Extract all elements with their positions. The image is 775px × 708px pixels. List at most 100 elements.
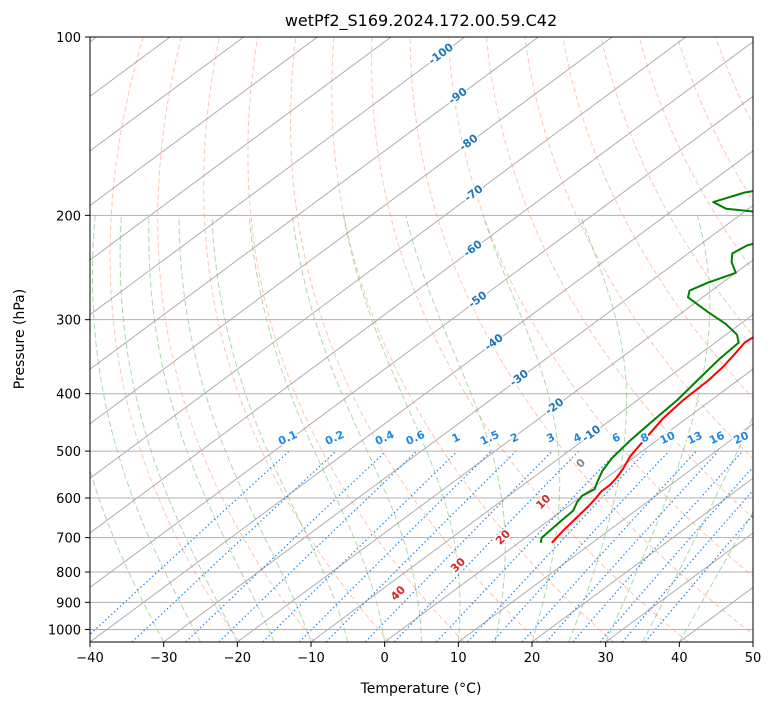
isotherm-line — [90, 37, 392, 261]
dry-adiabat — [409, 37, 753, 635]
wetbulb-label: 20 — [493, 527, 513, 547]
isotherm-label: -100 — [426, 40, 456, 67]
dry-adiabat — [486, 37, 753, 519]
plot-frame — [89, 36, 754, 643]
isotherm-label: -70 — [462, 182, 486, 204]
isotherm-label: -90 — [446, 85, 470, 107]
mixing-ratio-line — [572, 450, 744, 642]
isotherm-line — [90, 95, 753, 589]
mixing-ratio-label: 1.5 — [478, 428, 501, 448]
moist-adiabat — [482, 215, 561, 642]
isotherm-line — [458, 423, 753, 642]
mixing-ratio-label: 2 — [508, 430, 520, 445]
isotherm-label: -20 — [543, 395, 567, 417]
x-tick-label: −30 — [150, 651, 177, 666]
mixing-ratio-line — [644, 514, 753, 642]
dry-adiabat — [371, 37, 689, 642]
chart-title: wetPf2_S169.2024.172.00.59.C42 — [285, 11, 557, 31]
moist-adiabat — [90, 468, 165, 642]
wetbulb-label: 40 — [388, 583, 408, 603]
mixing-ratio-label: 10 — [658, 429, 678, 447]
dry-adiabat — [638, 37, 753, 272]
isotherm-label: -30 — [507, 367, 531, 389]
isotherm-line — [90, 41, 753, 534]
isotherm-line — [90, 37, 466, 316]
y-axis: 100 200 300 400 500 600 700 800 900 1000 — [48, 31, 90, 638]
temperature-profile — [551, 336, 753, 544]
moist-adiabat — [248, 215, 386, 642]
isotherm-line — [237, 259, 753, 642]
mixing-ratio-line — [621, 489, 753, 642]
dry-adiabat — [676, 37, 753, 202]
y-tick-label: 600 — [56, 492, 81, 507]
moist-adiabat — [119, 215, 238, 642]
moist-adiabat — [178, 215, 312, 642]
isotherm-line — [90, 37, 245, 152]
isotherm-label: -50 — [466, 288, 490, 310]
mixing-ratio-line — [131, 450, 337, 642]
moist-adiabat — [211, 215, 349, 642]
x-tick-label: 50 — [745, 651, 762, 666]
mixing-ratio-line — [491, 450, 670, 642]
y-axis-label: Pressure (hPa) — [12, 289, 28, 389]
moist-adiabat — [343, 215, 461, 642]
mixing-ratio-line — [185, 450, 387, 642]
dry-adiabat — [562, 37, 753, 399]
x-tick-label: 30 — [597, 651, 614, 666]
mixing-ratio-line — [545, 450, 719, 642]
isotherm-line — [90, 37, 539, 370]
moist-adiabat — [92, 215, 201, 642]
dry-adiabat — [331, 37, 614, 642]
isotherm-line — [90, 150, 753, 642]
isotherm-line — [163, 204, 753, 642]
mixing-ratio-label: 1 — [450, 430, 462, 445]
pressure-grid — [90, 37, 753, 630]
moist-adiabat — [642, 415, 753, 642]
isotherm-label: -80 — [457, 131, 481, 153]
isotherm-line — [752, 641, 753, 642]
y-tick-label: 800 — [56, 566, 81, 581]
x-tick-label: 10 — [450, 651, 467, 666]
x-tick-label: 0 — [381, 651, 389, 666]
moist-adiabat — [605, 215, 711, 642]
mixing-ratio-line — [364, 450, 553, 642]
mixing-ratio-line — [298, 450, 492, 642]
dewpoint-profile — [539, 190, 753, 543]
y-tick-label: 900 — [56, 596, 81, 611]
moist-adiabat — [405, 215, 506, 642]
dry-adiabat — [447, 37, 753, 578]
mixing-ratio-label: 20 — [731, 429, 751, 447]
y-tick-label: 500 — [56, 445, 81, 460]
mixing-ratio-line — [521, 450, 697, 642]
dry-adiabat — [203, 37, 390, 642]
mixing-ratio-line — [435, 450, 619, 642]
isotherm-line — [605, 532, 753, 642]
mixing-ratio-label: 13 — [685, 429, 704, 447]
y-tick-label: 200 — [56, 209, 81, 224]
mixing-ratio-label: 6 — [610, 430, 623, 445]
isotherm-line — [90, 37, 687, 479]
isotherm-line — [90, 37, 613, 425]
isotherm-line — [384, 368, 753, 642]
y-tick-label: 100 — [56, 31, 81, 46]
y-tick-label: 1000 — [48, 623, 81, 638]
mixing-ratio-line — [262, 450, 458, 642]
background-lines — [90, 37, 775, 642]
isotherm-line — [679, 586, 753, 642]
x-tick-label: 40 — [671, 651, 688, 666]
x-axis: −40 −30 −20 −10 0 10 20 30 40 50 — [76, 642, 761, 666]
moist-adiabat — [291, 215, 422, 642]
mixing-ratio-line — [218, 450, 418, 642]
isotherm-line — [531, 477, 753, 642]
y-tick-label: 700 — [56, 532, 81, 547]
wetbulb-label: 0 — [574, 456, 589, 471]
isotherm-label: -60 — [461, 237, 485, 259]
mixing-ratio-label: 3 — [545, 430, 557, 445]
mixing-ratio-line — [393, 450, 580, 642]
dry-adiabat — [754, 37, 775, 642]
x-tick-label: −20 — [224, 651, 251, 666]
mixing-ratio-label: 16 — [707, 429, 727, 447]
dry-adiabat — [289, 37, 540, 642]
line-labels: -100-90-80-70-60-50-40-30-20-100.1 0.2 0.4… — [275, 39, 753, 605]
